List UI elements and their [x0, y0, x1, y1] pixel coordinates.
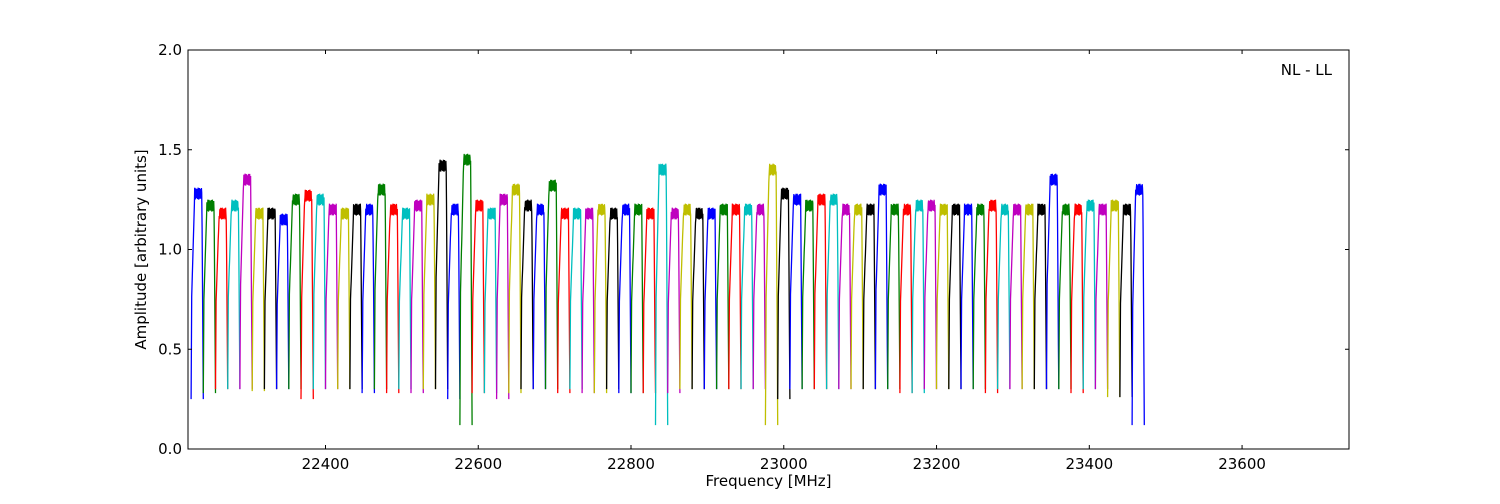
series-line	[544, 179, 559, 390]
series-line	[1009, 203, 1023, 390]
series-line	[410, 199, 424, 394]
series-line	[887, 203, 901, 390]
x-tick-label: 22600	[454, 455, 502, 473]
series-line	[581, 207, 595, 394]
series-line	[789, 193, 803, 390]
series-line	[654, 163, 669, 426]
series-line	[447, 203, 461, 400]
series-line	[569, 207, 583, 390]
x-ticks: 22400 22600 22800 23000 23200 23400 23600	[302, 50, 1266, 473]
series-line	[618, 203, 632, 394]
series-line	[764, 163, 779, 426]
series-line	[422, 193, 437, 390]
series-line	[801, 199, 815, 390]
series-line	[728, 203, 742, 390]
series-line	[703, 207, 718, 390]
series-line	[850, 203, 864, 390]
series-line	[642, 207, 657, 394]
series-line	[667, 207, 681, 394]
series-line	[984, 199, 999, 394]
series-line	[373, 183, 388, 390]
series-line	[825, 193, 840, 390]
series-line	[239, 173, 253, 390]
series-line	[996, 203, 1011, 390]
x-tick-label: 22400	[302, 455, 350, 473]
series-line	[1119, 203, 1133, 398]
y-ticks: 0.0 0.5 1.0 1.5 2.0	[158, 41, 1349, 458]
series-line	[679, 203, 693, 390]
series-line	[508, 183, 522, 394]
series-line	[1070, 203, 1084, 394]
y-tick-label: 1.5	[158, 141, 182, 159]
series-line	[740, 203, 754, 390]
series-line	[874, 183, 889, 390]
series-line	[1094, 203, 1109, 390]
series-line	[312, 193, 327, 390]
series-line	[899, 203, 913, 394]
series-line	[202, 199, 217, 394]
series-line	[605, 207, 620, 390]
series-line	[483, 207, 498, 394]
series-line	[1082, 199, 1097, 390]
y-tick-label: 0.0	[158, 440, 182, 458]
x-tick-label: 23400	[1065, 455, 1113, 473]
series-line	[520, 199, 534, 390]
series-line	[630, 203, 644, 394]
series-line	[385, 203, 400, 394]
series-line	[495, 193, 510, 400]
series-line	[361, 203, 376, 394]
y-tick-label: 1.0	[158, 241, 182, 259]
series-line	[557, 207, 571, 394]
series-line	[752, 203, 767, 390]
series-line	[960, 203, 974, 390]
series-line	[349, 203, 363, 390]
series-line	[838, 203, 852, 390]
series-line	[1131, 183, 1145, 426]
y-tick-label: 2.0	[158, 41, 182, 59]
series-line	[214, 207, 229, 390]
series-line	[1058, 203, 1072, 390]
series-line	[813, 193, 828, 390]
chart-annotation: NL - LL	[1281, 61, 1333, 79]
series-line	[862, 203, 877, 390]
series-line	[972, 203, 987, 390]
x-tick-label: 23200	[913, 455, 961, 473]
series-layer	[190, 153, 1145, 426]
x-tick-label: 22800	[607, 455, 655, 473]
series-line	[337, 207, 351, 390]
series-line	[1021, 203, 1035, 390]
x-tick-label: 23600	[1218, 455, 1266, 473]
x-axis-label: Frequency [MHz]	[705, 472, 831, 490]
series-line	[777, 187, 791, 400]
series-line	[948, 203, 962, 390]
series-line	[911, 199, 925, 394]
y-axis-label: Amplitude [arbitrary units]	[132, 149, 150, 349]
series-line	[288, 193, 302, 390]
series-line	[459, 153, 473, 426]
series-line	[1106, 199, 1121, 398]
series-line	[923, 199, 938, 390]
series-line	[532, 203, 547, 390]
series-line	[593, 203, 608, 394]
series-line	[324, 203, 339, 390]
series-line	[434, 159, 449, 390]
series-line	[691, 207, 705, 390]
series-line	[935, 203, 950, 390]
series-line	[398, 207, 412, 390]
series-line	[263, 207, 278, 390]
series-line	[1033, 203, 1048, 390]
y-tick-label: 0.5	[158, 340, 182, 358]
series-line	[251, 207, 266, 392]
series-line	[715, 203, 730, 390]
series-line	[227, 199, 241, 390]
series-line	[190, 187, 204, 400]
x-tick-label: 23000	[760, 455, 808, 473]
series-line	[471, 199, 486, 394]
series-line	[275, 213, 290, 390]
series-line	[300, 189, 314, 400]
series-line	[1045, 173, 1060, 390]
